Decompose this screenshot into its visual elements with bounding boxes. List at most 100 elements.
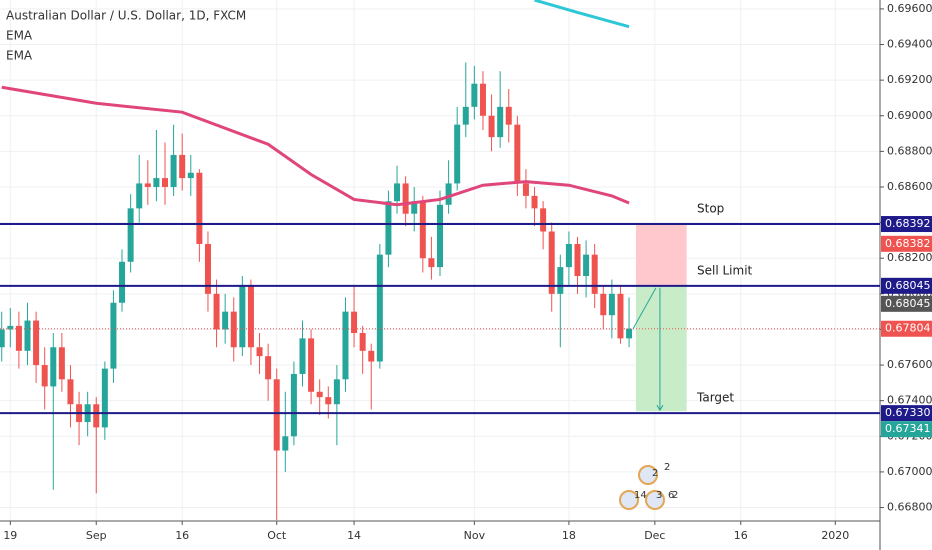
candle-body <box>316 391 323 398</box>
target-zone <box>635 285 687 412</box>
price-tag-label: 0.67804 <box>885 322 931 335</box>
candle-body <box>127 208 134 262</box>
candle-body <box>15 325 22 351</box>
candle-body <box>282 436 289 451</box>
candle-body <box>583 254 590 277</box>
ema-line <box>1 85 630 207</box>
candle-body <box>376 254 383 362</box>
price-tag <box>881 295 932 312</box>
candle-body <box>548 231 555 294</box>
candle-body <box>608 293 615 316</box>
event-count: 3 <box>656 490 662 501</box>
x-tick-label: Dec <box>644 529 665 542</box>
event-icon <box>638 465 658 485</box>
legend-entry: EMA <box>6 29 33 43</box>
candle-body <box>600 293 607 316</box>
x-tick-label: Oct <box>267 529 287 542</box>
event-count: 2 <box>652 468 658 479</box>
candle-body <box>342 311 349 380</box>
price-tag <box>881 421 932 438</box>
candle-body <box>574 243 581 277</box>
candle-body <box>110 302 117 369</box>
candle-body <box>239 284 246 348</box>
candle-body <box>93 404 100 428</box>
y-tick-label: 0.68600 <box>887 180 932 193</box>
y-tick-label: 0.67400 <box>887 394 932 407</box>
x-tick-label: Sep <box>86 529 107 542</box>
candle-body <box>170 154 177 187</box>
candle-body <box>368 350 375 362</box>
price-tag <box>881 235 932 252</box>
candle-body <box>514 124 521 184</box>
candle-body <box>24 320 31 351</box>
level-label: Sell Limit <box>697 263 753 277</box>
candle-body <box>136 183 143 209</box>
candle-body <box>33 320 40 366</box>
candle-body <box>471 83 478 107</box>
candle-body <box>179 154 186 179</box>
event-icon <box>645 490 665 510</box>
y-tick-label: 0.66800 <box>887 501 932 514</box>
x-tick-label: 18 <box>562 529 576 542</box>
candle-body <box>617 293 624 339</box>
candle-body <box>153 178 160 187</box>
event-count: 6 <box>668 490 674 501</box>
legend-entry: EMA <box>6 49 33 63</box>
candle-body <box>256 347 263 357</box>
candle-body <box>67 379 74 405</box>
candle-body <box>522 183 529 196</box>
candle-body <box>505 106 512 125</box>
level-label: Stop <box>697 202 724 216</box>
event-count: 2 <box>672 490 678 501</box>
candle-body <box>230 311 237 348</box>
y-tick-label: 0.69600 <box>887 2 932 15</box>
y-tick-label: 0.68200 <box>887 251 932 264</box>
candle-body <box>204 243 211 294</box>
level-tag <box>881 277 932 294</box>
candle-body <box>119 261 126 303</box>
candle-body <box>50 347 57 387</box>
stop-zone <box>635 224 687 286</box>
candle-body <box>308 338 315 392</box>
candle-body <box>58 347 65 380</box>
event-icon <box>619 490 639 510</box>
x-tick-label: 16 <box>734 529 748 542</box>
level-tag-label: 0.67330 <box>885 406 931 419</box>
candle-body <box>385 201 392 255</box>
price-tag <box>881 320 932 337</box>
candle-body <box>557 267 564 294</box>
event-count: 14 <box>634 490 647 501</box>
candle-body <box>540 208 547 232</box>
candle-body <box>359 333 366 351</box>
y-tick-label: 0.69400 <box>887 38 932 51</box>
candle-body <box>351 311 358 334</box>
candle-body <box>411 201 418 214</box>
candle-body <box>222 311 229 330</box>
level-label: Target <box>696 391 734 405</box>
candle-body <box>213 293 220 330</box>
x-tick-label: 2020 <box>821 529 849 542</box>
arrow <box>632 287 657 329</box>
event-count: 2 <box>664 462 670 473</box>
candle-body <box>531 195 538 209</box>
candle-body <box>196 172 203 244</box>
candle-body <box>265 356 272 380</box>
arrow-head <box>656 404 664 412</box>
candle-body <box>299 338 306 374</box>
candle-body <box>428 258 435 268</box>
candle-body <box>7 325 14 330</box>
price-tag-label: 0.68045 <box>885 297 931 310</box>
candle-body <box>565 243 572 268</box>
candle-body <box>273 379 280 451</box>
candle-body <box>479 83 486 116</box>
candle-body <box>325 397 332 405</box>
y-tick-label: 0.67000 <box>887 465 932 478</box>
plot-area <box>0 0 880 520</box>
candle-body <box>333 379 340 405</box>
candle-body <box>462 106 469 125</box>
candle-body <box>419 201 426 259</box>
level-tag-label: 0.68392 <box>885 217 931 230</box>
y-tick-label: 0.67600 <box>887 358 932 371</box>
level-tag <box>881 405 932 422</box>
y-tick-label: 0.68800 <box>887 144 932 157</box>
